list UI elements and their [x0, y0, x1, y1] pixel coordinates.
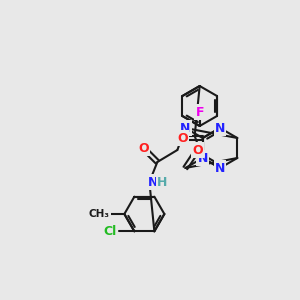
Text: Cl: Cl [104, 225, 117, 238]
Text: CH₃: CH₃ [89, 209, 110, 219]
Text: O: O [177, 131, 188, 145]
Text: N: N [180, 122, 190, 134]
Text: N: N [215, 122, 225, 134]
Text: N: N [197, 152, 208, 164]
Text: O: O [138, 142, 149, 154]
Text: N: N [148, 176, 158, 188]
Text: H: H [157, 176, 167, 188]
Text: N: N [215, 161, 225, 175]
Text: O: O [192, 143, 203, 157]
Text: F: F [195, 106, 204, 118]
